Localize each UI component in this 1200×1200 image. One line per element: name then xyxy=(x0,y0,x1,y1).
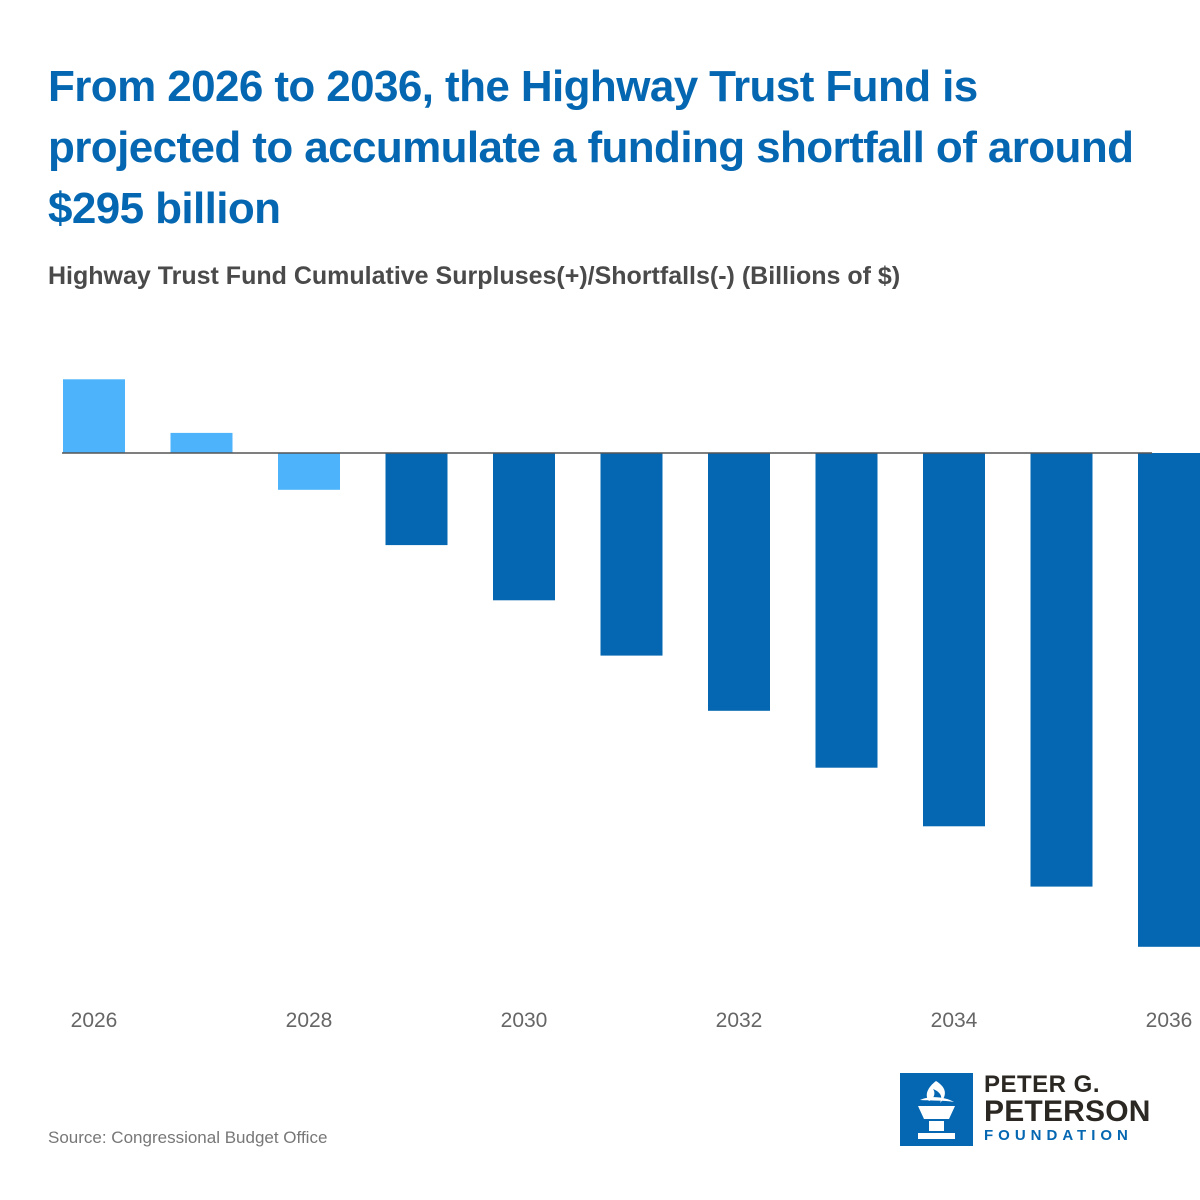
x-tick-label-2034: 2034 xyxy=(931,1009,978,1030)
bar-2027 xyxy=(170,432,233,453)
bar-2029 xyxy=(385,453,448,546)
bar-2031 xyxy=(600,453,663,656)
bar-chart: 2026 2028 2030 2032 2034 2036 xyxy=(62,379,1200,1030)
x-tick-label-2032: 2032 xyxy=(716,1009,763,1030)
bar-2030 xyxy=(493,453,555,601)
bar-2026 xyxy=(63,379,125,453)
x-tick-label-2036: 2036 xyxy=(1146,1009,1193,1030)
logo-line-2: PETERSON xyxy=(984,1095,1151,1128)
bar-2034 xyxy=(923,453,985,827)
x-tick-label-2026: 2026 xyxy=(71,1009,118,1030)
source-note: Source: Congressional Budget Office xyxy=(48,1128,328,1147)
logo-line-3: FOUNDATION xyxy=(984,1127,1133,1144)
bar-2033 xyxy=(815,453,878,768)
bar-2032 xyxy=(708,453,770,711)
logo-wordmark: PETER G. PETERSON FOUNDATION xyxy=(984,1073,1151,1145)
bar-2035 xyxy=(1030,453,1093,887)
x-tick-label-2028: 2028 xyxy=(286,1009,333,1030)
peterson-foundation-logo: PETER G. PETERSON FOUNDATION xyxy=(900,1073,1155,1148)
x-tick-label-2030: 2030 xyxy=(501,1009,548,1030)
logo-line-1: PETER G. xyxy=(984,1071,1101,1098)
torch-icon xyxy=(900,1073,973,1146)
bar-2036 xyxy=(1138,453,1200,947)
bar-2028 xyxy=(278,453,340,490)
chart-title: From 2026 to 2036, the Highway Trust Fun… xyxy=(48,62,1134,233)
chart-subtitle: Highway Trust Fund Cumulative Surpluses(… xyxy=(48,262,901,290)
